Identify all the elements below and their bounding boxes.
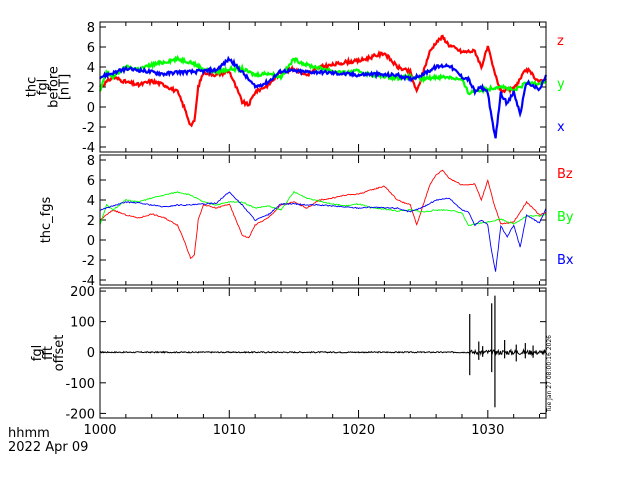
x-tick-label: 1010: [213, 423, 246, 438]
plot-frame: [99, 287, 547, 419]
y-axis-label-line: thc_fgs: [39, 196, 54, 243]
y-axis-label: thcfglbefore[nT]: [25, 66, 73, 108]
panel-thc-fgl-before: -4 -2 0 2 4 6 8 thcfglbefore[nT] z y x: [25, 21, 566, 156]
y-axis-label-line: fft: [41, 346, 56, 360]
plot-frame: [99, 154, 547, 286]
legend-bz: Bz: [557, 167, 573, 182]
y-tick-label: -4: [82, 141, 95, 156]
y-tick-label: -4: [82, 274, 95, 289]
y-tick-label: 2: [87, 81, 95, 96]
y-tick-label: 0: [87, 234, 95, 249]
y-tick-label: -100: [65, 377, 95, 392]
y-axis-label-line: before: [47, 66, 62, 108]
y-tick-label: 2: [87, 214, 95, 229]
y-axis-label-line: [nT]: [58, 74, 73, 100]
x-tick-label: 1000: [83, 423, 116, 438]
y-tick-label: 200: [70, 285, 95, 300]
y-tick-label: 4: [87, 61, 95, 76]
series-line-x: [99, 55, 548, 139]
y-axis-label-line: offset: [52, 335, 67, 372]
y-tick-label: 8: [87, 154, 95, 169]
y-tick-label: 100: [70, 316, 95, 331]
y-tick-label: 0: [87, 101, 95, 116]
y-tick-label: -200: [65, 407, 95, 422]
legend-x: x: [557, 120, 565, 135]
y-axis-label: fglfftoffset: [30, 335, 67, 372]
x-axis-date: 2022 Apr 09: [8, 440, 88, 455]
series-line-bz: [99, 169, 547, 259]
y-tick-label: 6: [87, 41, 95, 56]
y-axis-label-line: fgl: [30, 345, 45, 361]
y-tick-label: 0: [87, 346, 95, 361]
x-tick-label: 1030: [471, 423, 504, 438]
y-tick-label: 4: [87, 194, 95, 209]
plot-frame: [99, 21, 547, 153]
panel-fgl-fft-offset: -200 -100 0 100 200 1000 1010 1020 1030 fglfftoff…: [30, 285, 547, 438]
series-line-z: [99, 34, 547, 128]
legend-y: y: [557, 77, 565, 92]
legend-by: By: [557, 210, 574, 225]
y-axis-label-line: thc: [25, 77, 40, 97]
y-tick-label: -2: [82, 254, 95, 269]
y-tick-label: -2: [82, 121, 95, 136]
timestamp-label: Tue Jan 27 08:00:16 2026: [546, 335, 553, 413]
legend-z: z: [557, 34, 564, 49]
y-axis-label: thc_fgs: [39, 196, 54, 243]
y-axis-label-line: fgl: [36, 79, 51, 95]
series-line-by: [99, 190, 547, 227]
series-line-y: [98, 54, 547, 96]
x-tick-label: 1020: [342, 423, 375, 438]
panel-thc-fgs: -4 -2 0 2 4 6 8 thc_fgs Bz By Bx: [39, 154, 574, 289]
y-tick-label: 8: [87, 21, 95, 36]
series-line-bx: [99, 191, 547, 272]
legend-bx: Bx: [557, 253, 574, 268]
x-axis-label: hhmm: [8, 426, 50, 441]
offset-trace: [99, 348, 547, 357]
y-tick-label: 6: [87, 174, 95, 189]
